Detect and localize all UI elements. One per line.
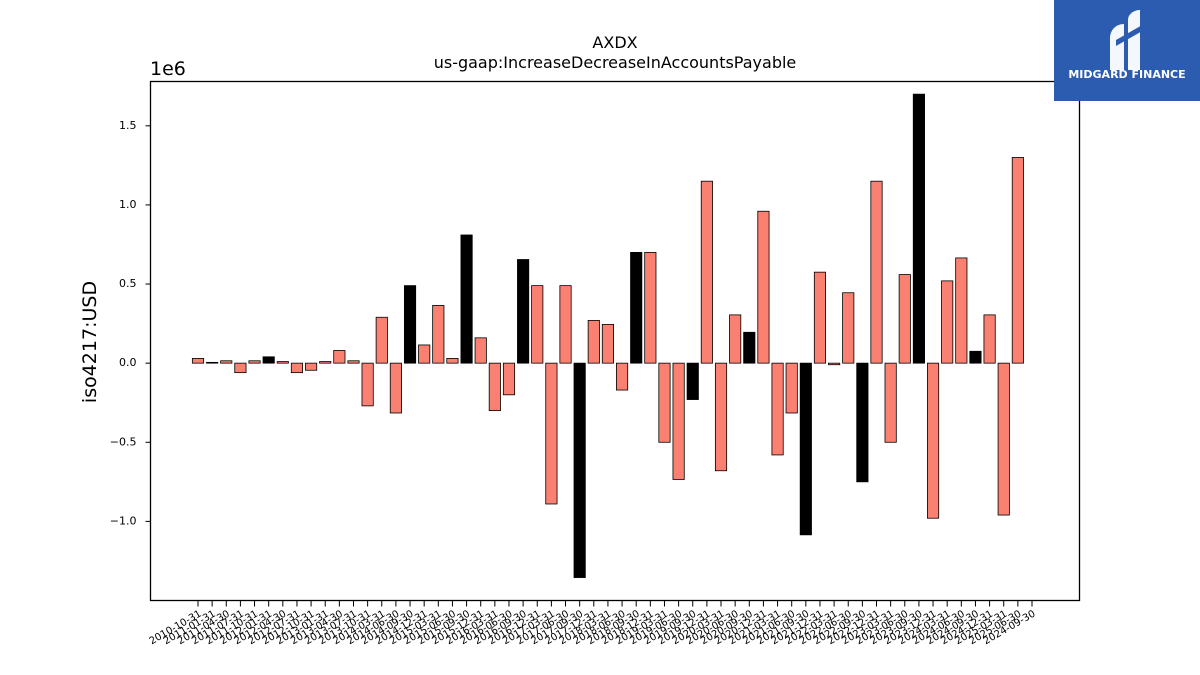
bar-2012-10-31 — [305, 362, 318, 371]
bar-2017-12-31 — [587, 320, 600, 364]
bar-2013-07-31 — [347, 360, 360, 364]
bar-2017-03-31 — [545, 362, 558, 505]
bar-2019-03-31 — [658, 362, 671, 443]
bar-2019-12-31 — [700, 180, 713, 364]
bar-2015-09-30 — [460, 234, 473, 364]
bar-2014-06-30 — [389, 362, 402, 414]
brand-logo: MIDGARD FINANCE — [1054, 0, 1200, 101]
bar-2020-09-30 — [743, 331, 756, 364]
y-tick-label: 0.0 — [119, 356, 137, 369]
bar-2023-09-30 — [912, 93, 925, 364]
bar-2018-12-31 — [644, 251, 657, 364]
bar-2021-12-31 — [813, 271, 827, 364]
bar-2017-06-30 — [559, 285, 572, 364]
bar-2019-06-30 — [672, 362, 685, 480]
bar-2024-06-30 — [955, 257, 968, 364]
y-offset-label: 1e6 — [150, 58, 186, 80]
bar-2018-06-30 — [616, 362, 629, 391]
bar-2015-12-31 — [474, 337, 487, 364]
bars-group — [191, 93, 1024, 578]
bar-2024-12-31 — [983, 314, 996, 364]
brand-logo-text: MIDGARD FINANCE — [1068, 68, 1186, 81]
bar-2022-06-30 — [842, 292, 855, 364]
plot-frame — [149, 80, 1081, 602]
bar-2016-03-31 — [488, 362, 501, 412]
bar-2023-03-31 — [884, 362, 897, 443]
bar-2020-06-30 — [729, 314, 742, 364]
y-axis: −1.0 −0.5 0.0 0.5 1.0 1.5 — [110, 119, 151, 527]
bar-2012-01-31 — [262, 356, 275, 364]
bar-2021-03-31 — [771, 362, 784, 456]
bar-2024-03-31 — [941, 280, 954, 364]
bar-2016-12-31 — [531, 285, 544, 364]
bar-2024-09-30 — [969, 350, 982, 364]
bar-2016-06-30 — [502, 362, 516, 396]
bar-2014-03-31 — [375, 316, 388, 364]
chart-title: AXDX — [592, 33, 637, 52]
bar-2021-06-30 — [785, 362, 798, 414]
x-axis: 2010-10-312011-01-312011-04-302011-07-31… — [148, 600, 1038, 647]
bar-2023-06-30 — [898, 274, 911, 364]
y-tick-label: −0.5 — [110, 435, 137, 448]
bar-2016-09-30 — [517, 259, 530, 364]
bar-2013-04-30 — [333, 350, 346, 364]
bar-2015-03-31 — [432, 304, 445, 364]
y-tick-label: 1.0 — [119, 198, 137, 211]
midgard-logo-icon — [1110, 10, 1144, 70]
bar-2018-03-31 — [601, 323, 614, 364]
bar-2020-03-31 — [714, 362, 728, 472]
y-tick-label: 1.5 — [119, 119, 137, 132]
bar-2025-06-30 — [1011, 157, 1024, 364]
bar-2015-06-30 — [446, 358, 459, 364]
bar-2018-09-30 — [630, 251, 643, 364]
chart-subtitle: us-gaap:IncreaseDecreaseInAccountsPayabl… — [434, 53, 797, 72]
bar-2022-09-30 — [856, 362, 869, 483]
bar-2011-04-30 — [220, 360, 233, 364]
bar-2013-01-31 — [319, 361, 332, 364]
bar-2020-12-31 — [757, 210, 770, 364]
bar-2021-09-30 — [799, 362, 812, 536]
y-tick-label: 0.5 — [119, 277, 137, 290]
bar-2011-01-31 — [206, 361, 219, 364]
y-axis-label: iso4217:USD — [79, 281, 101, 403]
bar-2011-10-31 — [248, 360, 261, 364]
bar-2025-03-31 — [997, 362, 1010, 516]
bar-2013-10-31 — [361, 362, 374, 407]
bar-2022-12-31 — [870, 180, 883, 364]
y-tick-label: −1.0 — [110, 514, 137, 527]
bar-2023-12-31 — [927, 362, 940, 519]
bar-2014-12-31 — [418, 344, 431, 364]
bar-2012-07-31 — [290, 362, 304, 374]
bar-2011-07-31 — [234, 362, 247, 374]
bar-2010-10-31 — [191, 358, 205, 364]
bar-2017-09-30 — [573, 362, 586, 578]
bar-2012-04-30 — [276, 361, 289, 364]
bar-2019-09-30 — [686, 362, 699, 400]
bar-2022-03-31 — [828, 362, 841, 366]
bar-2014-09-30 — [403, 285, 417, 364]
